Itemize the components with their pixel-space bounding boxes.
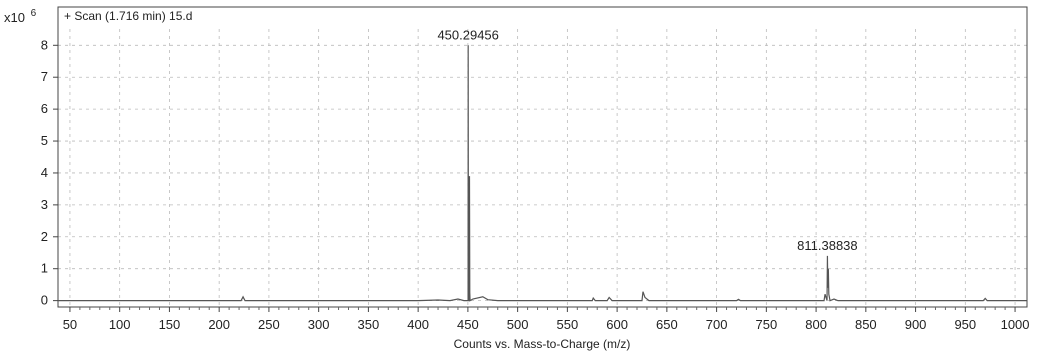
x-tick-label: 750: [755, 317, 777, 332]
chart-title: + Scan (1.716 min) 15.d: [64, 9, 192, 23]
x-tick-label: 450: [457, 317, 479, 332]
x-tick-label: 700: [706, 317, 728, 332]
grid: [58, 29, 1027, 307]
x-tick-label: 350: [358, 317, 380, 332]
x-tick-label: 1000: [1001, 317, 1030, 332]
peak-annotations: 450.29456 811.38838: [437, 27, 857, 253]
x-tick-label: 850: [855, 317, 877, 332]
x-tick-label: 150: [159, 317, 181, 332]
x-tick-label: 300: [308, 317, 330, 332]
x-tick-label: 250: [258, 317, 280, 332]
x-tick-label: 950: [954, 317, 976, 332]
y-tick-label: 5: [41, 133, 48, 148]
peak-label: 811.38838: [797, 238, 858, 253]
x-tick-label: 50: [63, 317, 77, 332]
y-tick-label: 0: [41, 293, 48, 308]
plot-frame: [57, 6, 1028, 308]
y-axis: 0 1 2 3 4 5 6 7 8: [41, 37, 58, 308]
x-tick-label: 550: [557, 317, 579, 332]
y-tick-label: 8: [41, 37, 48, 52]
y-multiplier-label: x10 6: [4, 8, 37, 25]
x-tick-label: 100: [109, 317, 131, 332]
x-axis: 50 100 150 200 250 300 350 400 450 500 550 600 650 70…: [63, 307, 1030, 332]
y-tick-label: 4: [41, 165, 48, 180]
spectrum-series-line: [58, 45, 1027, 302]
peak-label: 450.29456: [437, 27, 498, 42]
x-tick-label: 400: [407, 317, 429, 332]
y-tick-label: 3: [41, 197, 48, 212]
y-tick-label: 7: [41, 69, 48, 84]
x-axis-label: Counts vs. Mass-to-Charge (m/z): [454, 337, 631, 351]
x-tick-label: 500: [507, 317, 529, 332]
y-multiplier-base: x10: [4, 10, 25, 25]
x-tick-label: 900: [905, 317, 927, 332]
x-tick-label: 650: [656, 317, 678, 332]
x-tick-label: 800: [805, 317, 827, 332]
x-tick-label: 200: [208, 317, 230, 332]
y-multiplier-exponent: 6: [31, 8, 37, 19]
y-tick-label: 6: [41, 101, 48, 116]
y-tick-label: 2: [41, 229, 48, 244]
y-tick-label: 1: [41, 261, 48, 276]
x-tick-label: 600: [606, 317, 628, 332]
